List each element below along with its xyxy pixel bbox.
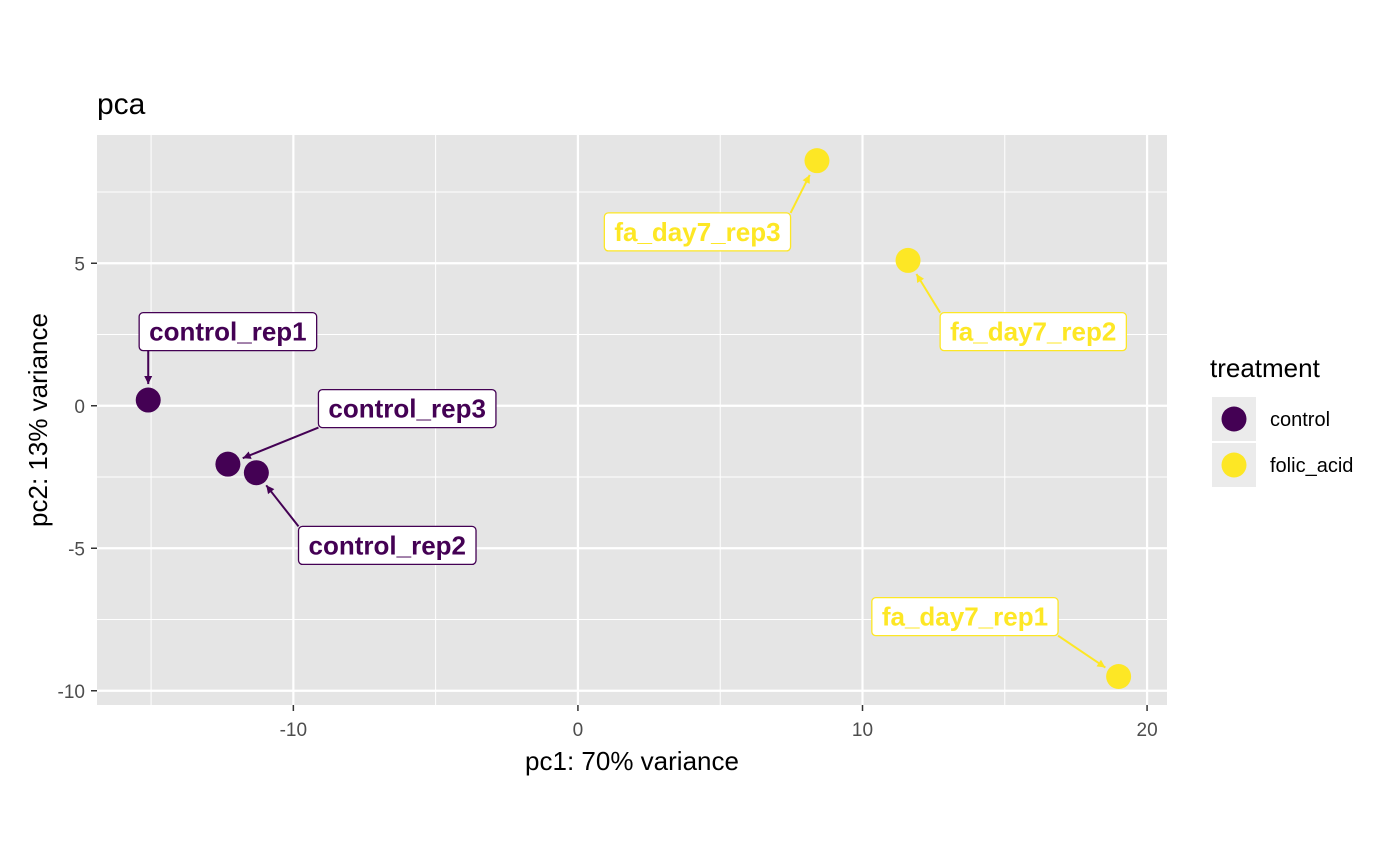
connector-arrowhead [916, 274, 925, 283]
y-tick-label: -5 [68, 539, 85, 560]
x-tick-label: 10 [852, 720, 873, 741]
data-point [215, 451, 241, 477]
legend-key-swatch [1221, 406, 1247, 432]
point-label-text: control_rep2 [309, 530, 467, 560]
x-tick-label: 0 [573, 720, 584, 741]
label-connector [265, 484, 300, 528]
legend-entry: folic_acid [1212, 443, 1353, 487]
y-axis-ticks: -10 -5 0 5 [58, 254, 97, 703]
point-label: fa_day7_rep1 [871, 597, 1059, 637]
point-label-box [138, 311, 318, 352]
point-label-box [317, 388, 497, 429]
x-axis-ticks: -10 0 10 20 [280, 705, 1158, 741]
y-tick-label: 5 [74, 254, 85, 275]
data-point [895, 247, 921, 273]
point-label-text: fa_day7_rep2 [950, 317, 1116, 347]
point-label: fa_day7_rep2 [939, 311, 1128, 352]
connector-arrowhead [242, 451, 252, 459]
point-label-box [939, 311, 1128, 352]
point-label: control_rep2 [297, 525, 477, 566]
point-label-text: fa_day7_rep3 [614, 217, 780, 247]
point-label: fa_day7_rep3 [603, 212, 792, 252]
data-point [804, 148, 830, 174]
y-tick-label: -10 [58, 682, 85, 703]
y-axis-title: pc2: 13% variance [23, 313, 53, 527]
legend-title: treatment [1210, 353, 1321, 383]
legend-entry: control [1212, 397, 1330, 441]
label-connector [1057, 634, 1106, 669]
point-label: control_rep3 [317, 388, 497, 429]
data-points [135, 148, 1132, 689]
data-point [243, 460, 269, 486]
label-connector [242, 426, 319, 460]
point-label-box [297, 525, 477, 566]
y-tick-label: 0 [74, 397, 85, 418]
connector-arrowhead [266, 485, 275, 495]
connector-arrowhead [1096, 659, 1106, 668]
point-labels: control_rep1 control_rep3 control_rep2 fa_d… [138, 212, 1128, 637]
legend-key-swatch [1221, 452, 1247, 478]
label-connectors [144, 174, 1106, 669]
x-axis-title: pc1: 70% variance [525, 746, 739, 776]
point-label-box [603, 212, 792, 252]
data-point [1106, 664, 1132, 689]
legend-label: folic_acid [1270, 455, 1353, 477]
point-label-box [871, 597, 1059, 637]
x-tick-label: 20 [1137, 720, 1158, 741]
point-label-text: fa_day7_rep1 [882, 602, 1048, 632]
point-label: control_rep1 [138, 311, 318, 352]
legend-label: control [1270, 409, 1330, 431]
data-point [135, 387, 161, 413]
connector-arrowhead [802, 174, 810, 184]
connector-arrowhead [144, 376, 153, 385]
point-label-text: control_rep1 [149, 317, 307, 347]
point-label-text: control_rep3 [328, 394, 486, 424]
grid-major [97, 135, 1167, 705]
chart-title: pca [97, 88, 146, 121]
legend: treatment control folic_acid [1210, 353, 1353, 487]
x-tick-label: -10 [280, 720, 307, 741]
